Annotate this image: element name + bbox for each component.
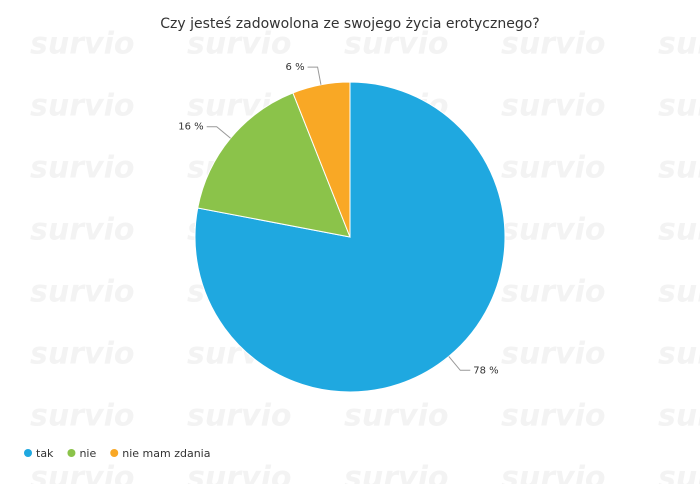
- legend-label: nie mam zdania: [122, 447, 210, 460]
- data-label: 16 %: [178, 122, 203, 133]
- leader-line: [206, 126, 231, 139]
- watermark-text: survio: [658, 399, 700, 434]
- chart-title: Czy jesteś zadowolona ze swojego życia e…: [160, 16, 539, 32]
- watermark-text: survio: [658, 275, 700, 310]
- watermark-text: survio: [501, 151, 605, 186]
- legend-marker: [67, 449, 76, 457]
- watermark-text: survio: [30, 89, 134, 124]
- watermark-text: survio: [501, 89, 605, 124]
- legend-label: tak: [36, 447, 54, 460]
- watermark-text: survio: [187, 399, 291, 434]
- watermark-text: survio: [658, 337, 700, 372]
- watermark-text: survio: [501, 27, 605, 62]
- watermark-text: survio: [501, 399, 605, 434]
- watermark-text: survio: [344, 399, 448, 434]
- watermark-text: survio: [30, 337, 134, 372]
- watermark-text: survio: [30, 213, 134, 248]
- watermark-text: survio: [658, 89, 700, 124]
- watermark-text: survio: [344, 27, 448, 62]
- watermark-text: survio: [30, 399, 134, 434]
- watermark-text: survio: [187, 27, 291, 62]
- leader-line: [307, 66, 322, 85]
- legend-marker: [110, 449, 119, 457]
- pie-slice: [292, 81, 351, 238]
- legend-label: nie: [79, 447, 96, 460]
- watermark-text: survio: [501, 461, 605, 484]
- watermark-text: survio: [501, 337, 605, 372]
- watermark-text: survio: [658, 27, 700, 62]
- data-label: 6 %: [286, 62, 305, 73]
- pie-slice: [194, 81, 506, 393]
- watermark-text: survio: [30, 461, 134, 484]
- watermark-text: survio: [30, 27, 134, 62]
- watermark-text: survio: [658, 461, 700, 484]
- watermark-text: survio: [187, 461, 291, 484]
- leader-line: [448, 356, 471, 371]
- watermark-text: survio: [658, 213, 700, 248]
- watermark-text: survio: [501, 275, 605, 310]
- watermark-text: survio: [344, 461, 448, 484]
- watermark-text: survio: [30, 151, 134, 186]
- watermark-text: survio: [30, 275, 134, 310]
- data-label: 78 %: [473, 365, 498, 376]
- watermark-text: survio: [658, 151, 700, 186]
- legend-marker: [24, 449, 32, 457]
- watermark-text: survio: [501, 213, 605, 248]
